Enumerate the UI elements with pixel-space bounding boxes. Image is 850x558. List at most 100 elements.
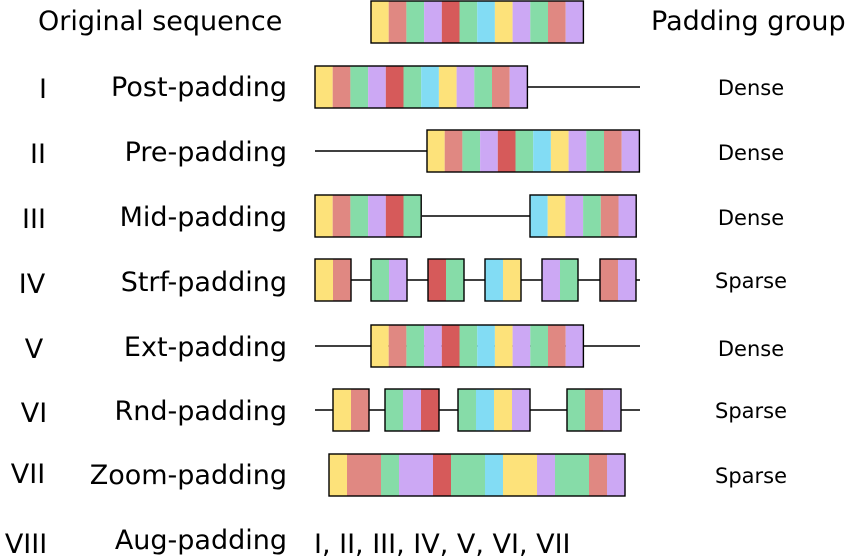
sequence-cell: [441, 325, 460, 367]
sequence-cell: [585, 389, 603, 431]
sequence-cell: [604, 130, 622, 172]
row-number: VI: [21, 398, 47, 429]
block-outline: [426, 129, 641, 173]
sequence-cell: [371, 259, 389, 301]
sequence-track: [315, 129, 641, 173]
sequence-cell: [459, 1, 478, 43]
sequence-cell: [441, 1, 460, 43]
sequence-cell: [477, 1, 495, 43]
block-outline: [566, 388, 622, 432]
sequence-cell: [371, 325, 389, 367]
sequence-block: [484, 258, 522, 302]
sequence-block: [427, 258, 465, 302]
sequence-cell: [485, 454, 503, 496]
padding-group: Dense: [718, 337, 784, 361]
sequence-cell: [333, 259, 351, 301]
sequence-cell: [509, 66, 528, 108]
sequence-block: [328, 453, 626, 497]
sequence-cell: [565, 195, 584, 237]
row-label: Pre-padding: [125, 137, 287, 168]
sequence-cell: [621, 130, 640, 172]
original-sequence-title: Original sequence: [38, 6, 282, 37]
sequence-cell: [474, 66, 492, 108]
sequence-block: [314, 258, 352, 302]
sequence-cell: [565, 1, 584, 43]
row-rnd-padding: VI Rnd-padding Sparse: [21, 388, 787, 432]
sequence-cell: [542, 259, 560, 301]
sequence-cell: [444, 130, 463, 172]
sequence-cell: [512, 325, 531, 367]
row-number: VIII: [5, 529, 47, 558]
padding-group-title: Padding group: [651, 6, 846, 37]
sequence-block: [314, 65, 529, 109]
sequence-track: [315, 324, 640, 368]
block-outline: [427, 258, 465, 302]
sequence-cell: [421, 389, 439, 431]
padding-group: Dense: [718, 141, 784, 165]
sequence-cell: [530, 195, 548, 237]
row-strf-padding: IV Strf-padding Sparse: [19, 258, 787, 302]
sequence-cell: [399, 454, 433, 496]
sequence-cell: [533, 130, 551, 172]
sequence-cell: [494, 1, 513, 43]
padding-group: Sparse: [715, 399, 787, 423]
sequence-cell: [421, 66, 439, 108]
sequence-cell: [530, 325, 548, 367]
sequence-cell: [503, 259, 521, 301]
sequence-cell: [350, 195, 369, 237]
padding-group: Sparse: [715, 464, 787, 488]
sequence-cell: [350, 66, 369, 108]
sequence-cell: [385, 389, 403, 431]
row-number: V: [25, 334, 44, 365]
block-outline: [484, 258, 522, 302]
sequence-cell: [550, 130, 569, 172]
sequence-cell: [607, 454, 625, 496]
sequence-track: [314, 65, 640, 109]
sequence-cell: [537, 454, 555, 496]
row-label: Strf-padding: [121, 267, 287, 298]
sequence-cell: [403, 66, 422, 108]
aug-combination: I, II, III, IV, V, VI, VII: [314, 529, 571, 558]
padding-group: Dense: [718, 206, 784, 230]
sequence-cell: [477, 325, 495, 367]
sequence-cell: [503, 454, 537, 496]
sequence-block: [566, 388, 622, 432]
sequence-cell: [494, 389, 512, 431]
sequence-cell: [428, 259, 446, 301]
sequence-cell: [548, 1, 566, 43]
sequence-track: [328, 453, 626, 497]
block-outline: [314, 258, 352, 302]
sequence-cell: [618, 195, 637, 237]
sequence-cell: [406, 325, 425, 367]
sequence-cell: [515, 130, 534, 172]
sequence-cell: [547, 195, 566, 237]
row-number: III: [22, 204, 46, 235]
block-outline: [457, 388, 531, 432]
sequence-cell: [315, 195, 333, 237]
row-ext-padding: V Ext-padding Dense: [25, 324, 784, 368]
sequence-cell: [458, 389, 476, 431]
sequence-cell: [351, 389, 369, 431]
sequence-block: [370, 324, 585, 368]
sequence-cell: [332, 66, 351, 108]
padding-group: Dense: [718, 76, 784, 100]
sequence-cell: [555, 454, 589, 496]
row-number: II: [30, 139, 46, 170]
sequence-cell: [424, 1, 442, 43]
sequence-cell: [368, 66, 386, 108]
sequence-block: [541, 258, 579, 302]
row-post-padding: I Post-padding Dense: [39, 65, 784, 109]
sequence-block: [384, 388, 440, 432]
row-mid-padding: III Mid-padding Dense: [22, 194, 784, 238]
block-outline: [314, 65, 529, 109]
sequence-cell: [433, 454, 451, 496]
block-outline: [370, 324, 585, 368]
sequence-block: [457, 388, 531, 432]
padding-group: Sparse: [715, 269, 787, 293]
sequence-block: [314, 194, 422, 238]
sequence-cell: [494, 325, 513, 367]
sequence-cell: [512, 389, 530, 431]
sequence-cell: [589, 454, 607, 496]
row-number: I: [39, 74, 47, 105]
